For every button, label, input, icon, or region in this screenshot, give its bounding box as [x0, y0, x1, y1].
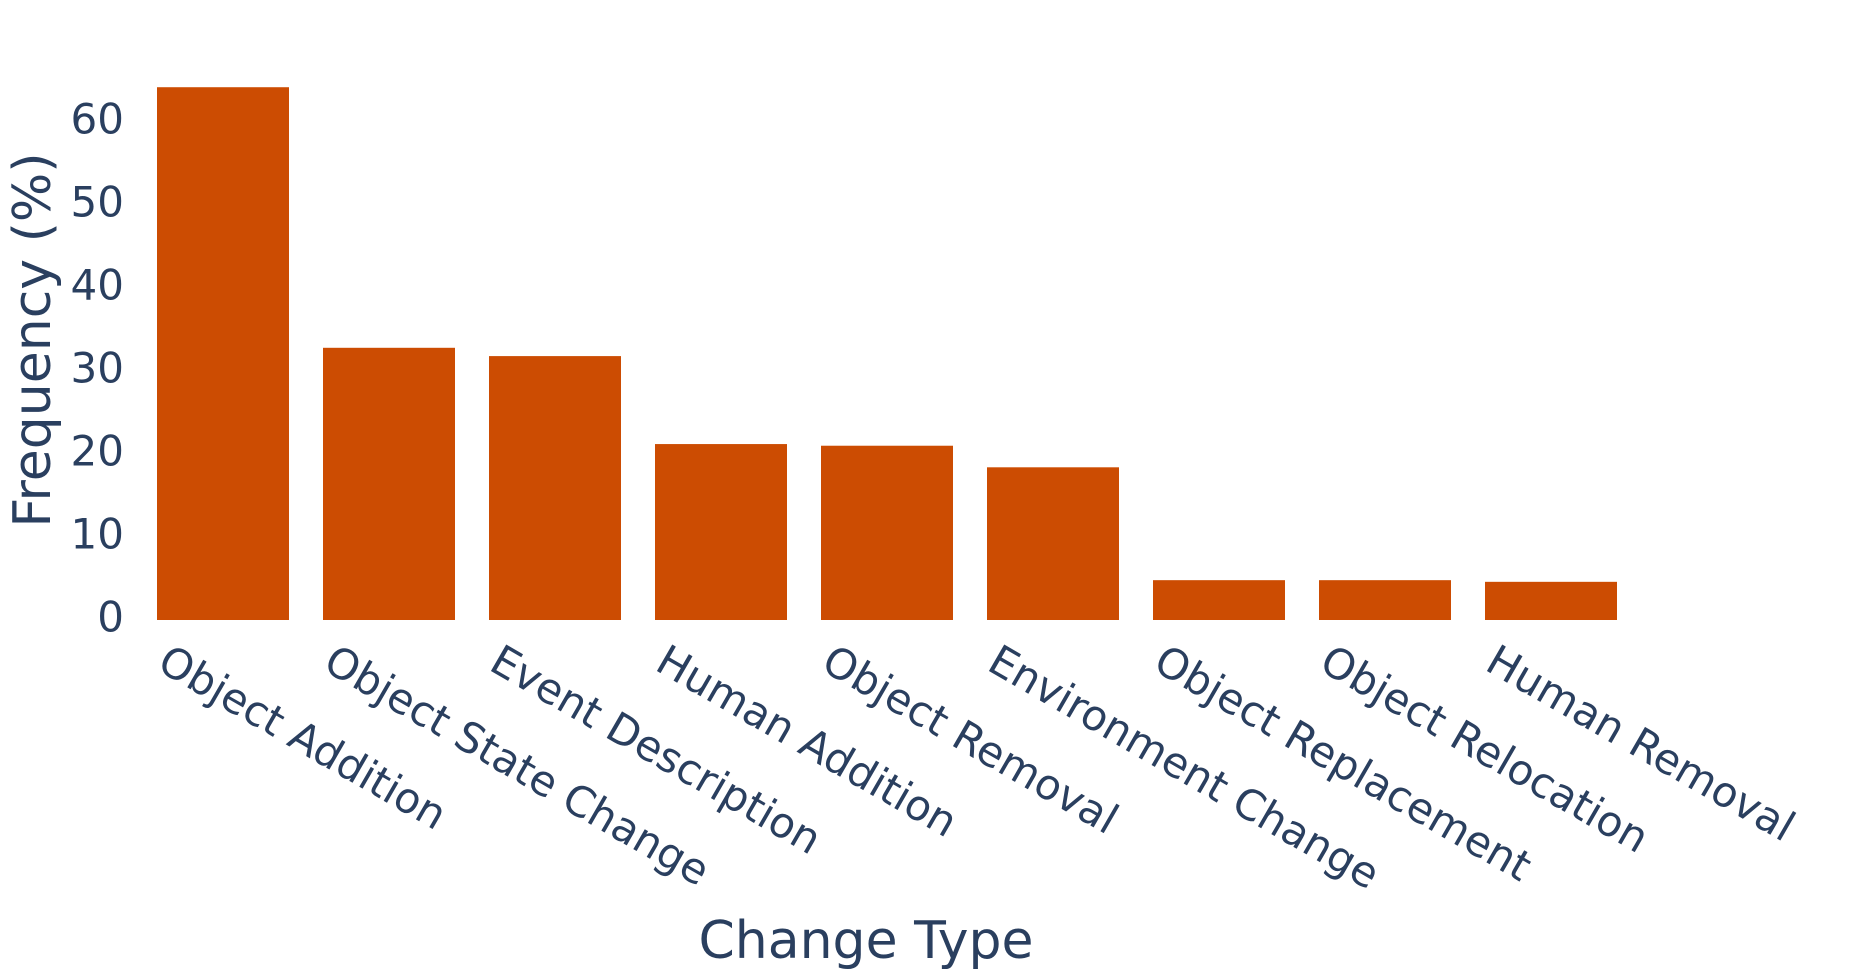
bar — [1153, 580, 1285, 620]
y-axis-title: Frequency (%) — [3, 152, 63, 527]
y-tick-label: 20 — [71, 427, 124, 476]
bar — [323, 347, 455, 620]
bar — [821, 445, 953, 620]
x-tick-label: Object Removal — [814, 635, 1126, 844]
x-tick-label: Object Addition — [150, 635, 455, 839]
bar — [489, 356, 621, 620]
y-tick-label: 60 — [71, 95, 124, 144]
y-tick-label: 0 — [97, 593, 124, 642]
x-axis-title: Change Type — [698, 911, 1033, 969]
bar — [157, 87, 289, 621]
bar — [987, 467, 1119, 620]
bar — [655, 444, 787, 620]
bar — [1485, 581, 1617, 620]
y-tick-label: 10 — [71, 510, 124, 559]
y-tick-label: 50 — [71, 178, 124, 227]
y-tick-label: 30 — [71, 344, 124, 393]
y-tick-label: 40 — [71, 261, 124, 310]
bar — [1319, 580, 1451, 620]
